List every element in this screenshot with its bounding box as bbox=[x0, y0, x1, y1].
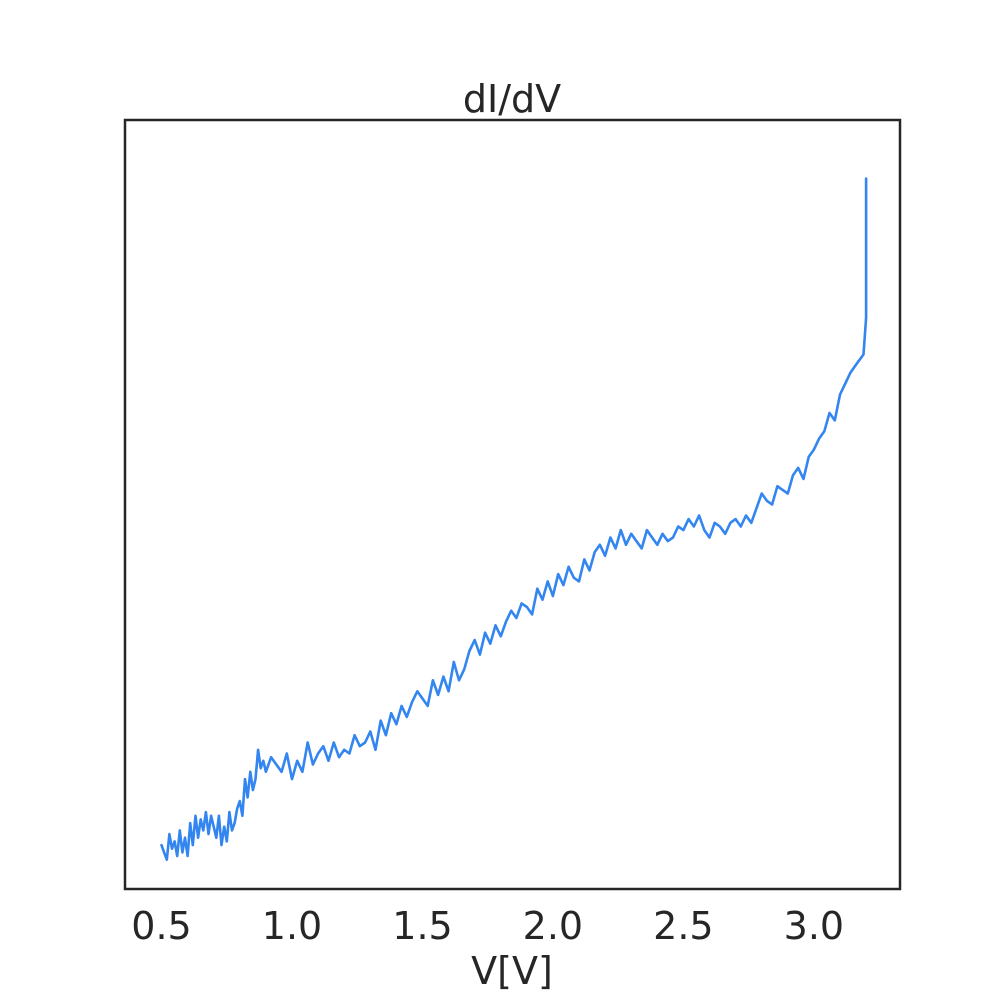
x-tick-label: 0.5 bbox=[131, 904, 191, 948]
plot-frame bbox=[123, 118, 902, 891]
x-tick-label: 3.0 bbox=[784, 904, 844, 948]
x-tick-label: 2.0 bbox=[523, 904, 583, 948]
x-tick-label: 2.5 bbox=[653, 904, 713, 948]
chart-title: dI/dV bbox=[463, 77, 561, 121]
series-line bbox=[160, 177, 868, 861]
x-axis-label: V[V] bbox=[471, 949, 553, 993]
x-tick-label: 1.0 bbox=[262, 904, 322, 948]
x-tick-label: 1.5 bbox=[392, 904, 452, 948]
x-axis-ticks: 0.5 1.0 1.5 2.0 2.5 3.0 bbox=[131, 904, 844, 948]
